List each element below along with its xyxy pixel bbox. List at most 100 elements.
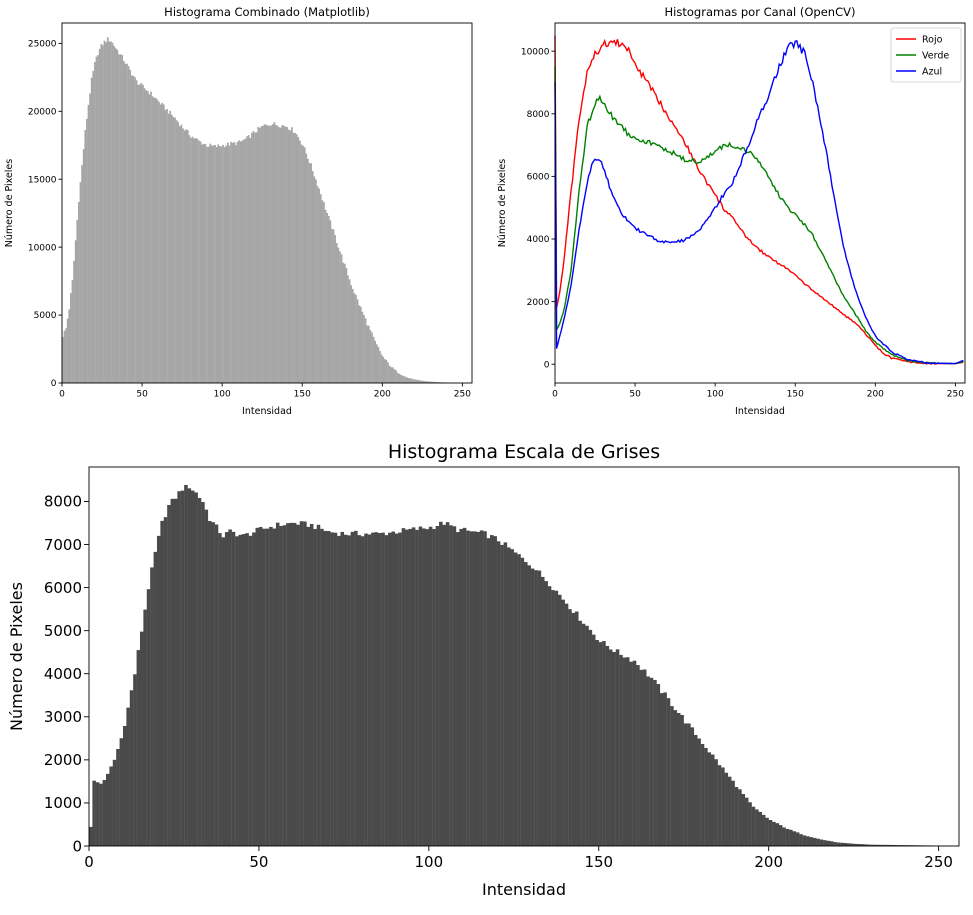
- histogram-bar: [276, 125, 279, 383]
- histogram-bar: [425, 529, 429, 846]
- histogram-bar: [183, 130, 186, 383]
- chart-title: Histograma Combinado (Matplotlib): [164, 5, 370, 19]
- histogram-bar: [857, 844, 861, 846]
- histogram-bar: [403, 376, 405, 383]
- histogram-bar: [428, 381, 431, 383]
- histogram-bar: [359, 306, 362, 383]
- chart-title: Histograma Escala de Grises: [388, 441, 660, 463]
- histogram-bar: [826, 840, 831, 846]
- histogram-bar: [833, 842, 837, 846]
- histogram-bar: [95, 56, 98, 383]
- y-tick-label: 4000: [527, 235, 550, 245]
- histogram-bar: [129, 690, 134, 846]
- histogram-bar: [391, 367, 394, 383]
- histogram-bar: [320, 528, 324, 846]
- histogram-bar: [201, 144, 204, 383]
- x-tick-label: 200: [374, 390, 391, 400]
- histogram-bar: [289, 130, 292, 383]
- histogram-bar: [524, 562, 528, 846]
- histogram-bar: [174, 117, 176, 383]
- histogram-bar: [598, 642, 603, 846]
- histogram-bar: [358, 305, 361, 383]
- histogram-bar: [191, 136, 194, 383]
- histogram-bar: [431, 381, 434, 383]
- histogram-bar: [194, 138, 197, 383]
- histogram-bar: [877, 844, 881, 846]
- histogram-bar: [629, 661, 633, 846]
- histogram-bar: [316, 186, 319, 383]
- histogram-bar: [411, 527, 416, 846]
- x-tick-label: 200: [754, 853, 783, 871]
- histogram-bar: [493, 536, 497, 846]
- histogram-bar: [812, 837, 817, 846]
- histogram-bar: [642, 669, 647, 846]
- histogram-bar: [294, 133, 296, 383]
- histogram-bar: [809, 837, 814, 846]
- histogram-bar: [329, 220, 332, 383]
- histogram-bar: [836, 842, 841, 846]
- histogram-bar: [687, 723, 691, 846]
- y-tick-label: 15000: [28, 175, 57, 185]
- series-line-azul: [554, 39, 964, 365]
- histogram-bar: [417, 379, 420, 383]
- histogram-bar: [78, 201, 80, 383]
- histogram-bar: [340, 254, 343, 383]
- histogram-bar: [436, 382, 439, 383]
- histogram-bar: [371, 332, 373, 383]
- histogram-bar: [241, 534, 246, 846]
- histogram-bar: [622, 657, 627, 846]
- histogram-bar: [313, 528, 317, 846]
- histogram-bar: [456, 532, 460, 846]
- histogram-bar: [209, 143, 212, 383]
- y-axis-label: Número de Pixeles: [497, 159, 508, 247]
- histogram-bar: [343, 534, 348, 846]
- histogram-bar: [241, 140, 244, 383]
- histogram-bar: [357, 535, 362, 846]
- histogram-bar: [89, 826, 93, 846]
- histogram-bar: [79, 182, 82, 383]
- histogram-bar: [281, 125, 284, 384]
- series-line-rojo: [554, 35, 964, 366]
- histogram-bar: [116, 49, 119, 383]
- histogram-bar: [255, 132, 258, 383]
- histogram-bar: [220, 146, 223, 383]
- histogram-bar: [186, 130, 189, 383]
- histogram-bar: [222, 144, 224, 383]
- x-axis-label: Intensidad: [482, 880, 566, 899]
- histogram-bar: [170, 498, 175, 846]
- histogram-bar: [802, 835, 807, 846]
- histogram-bar: [369, 330, 372, 383]
- histogram-bar: [105, 773, 110, 846]
- histogram-bar: [353, 293, 356, 383]
- histogram-bar: [127, 66, 130, 383]
- histogram-bar: [404, 376, 407, 383]
- histogram-bar: [119, 54, 122, 383]
- histogram-bar: [74, 240, 77, 383]
- histogram-bar: [210, 145, 213, 383]
- histogram-bar: [231, 531, 236, 846]
- histogram-bar: [656, 684, 661, 846]
- histogram-bar: [271, 124, 274, 383]
- plot-frame: [88, 466, 960, 847]
- histogram-bar: [148, 94, 151, 384]
- histogram-bar: [187, 488, 192, 846]
- histogram-bar: [228, 145, 231, 383]
- histogram-bar: [337, 535, 341, 846]
- histogram-bar: [363, 315, 365, 383]
- histogram-bar: [364, 318, 367, 383]
- x-tick-label: 150: [294, 390, 311, 400]
- histogram-bar: [135, 80, 138, 383]
- histogram-bar: [331, 228, 333, 383]
- histogram-bar: [407, 378, 410, 383]
- histogram-bar: [177, 122, 180, 384]
- histogram-bar: [561, 599, 565, 846]
- histogram-bar: [391, 531, 396, 846]
- histogram-bar: [162, 104, 165, 383]
- histogram-bar: [361, 311, 364, 383]
- histogram-bar: [870, 844, 875, 846]
- histogram-bar: [124, 63, 127, 383]
- histogram-bar: [697, 738, 701, 846]
- x-tick-label: 250: [924, 853, 953, 871]
- histogram-bar: [615, 649, 620, 846]
- histogram-bar: [323, 202, 325, 383]
